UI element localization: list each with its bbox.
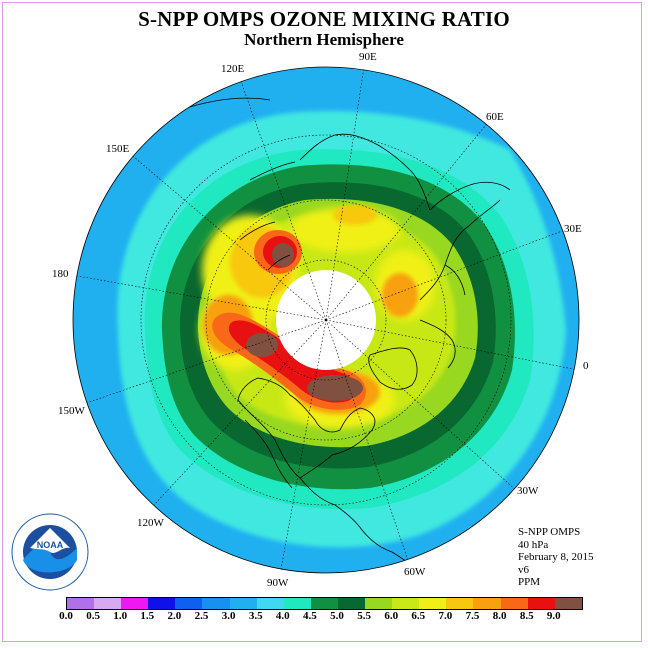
colorbar-segment — [175, 598, 203, 609]
colorbar-tick-label: 1.5 — [140, 610, 155, 622]
colorbar-segment — [365, 598, 393, 609]
colorbar-segment — [202, 598, 230, 609]
colorbar-tick-label: 6.0 — [384, 610, 399, 622]
lon-label-120w: 120W — [137, 517, 164, 529]
colorbar-segment — [473, 598, 501, 609]
colorbar-segment — [527, 598, 555, 609]
colorbar — [66, 597, 583, 610]
colorbar-tick-label: 2.5 — [194, 610, 209, 622]
colorbar-tick-label: 5.0 — [330, 610, 344, 622]
lon-label-120e: 120E — [221, 63, 245, 75]
colorbar-segment — [392, 598, 420, 609]
colorbar-segment — [121, 598, 149, 609]
colorbar-segment — [310, 598, 338, 609]
colorbar-segment — [67, 598, 95, 609]
image-frame — [2, 2, 642, 642]
colorbar-segment — [229, 598, 257, 609]
colorbar-tick-label: 8.0 — [492, 610, 507, 622]
lon-label-30w: 30W — [517, 485, 539, 497]
info-version: v6 — [518, 563, 529, 576]
colorbar-tick-label: 0.0 — [59, 610, 73, 622]
colorbar-tick-label: 6.5 — [411, 610, 426, 622]
lon-label-30e: 30E — [564, 223, 582, 235]
lon-label-180: 180 — [52, 268, 69, 280]
colorbar-segment — [419, 598, 447, 609]
lon-label-60w: 60W — [404, 566, 426, 578]
colorbar-tick-label: 0.5 — [86, 610, 100, 622]
colorbar-tick-label: 7.0 — [438, 610, 453, 622]
colorbar-tick-label: 1.0 — [113, 610, 128, 622]
colorbar-segment — [337, 598, 366, 609]
colorbar-segment — [500, 598, 528, 609]
info-instrument: S-NPP OMPS — [518, 526, 581, 538]
colorbar-segment — [283, 598, 311, 609]
map-subtitle: Northern Hemisphere — [244, 30, 404, 49]
colorbar-tick-label: 8.5 — [519, 610, 534, 622]
colorbar-segment — [94, 598, 122, 609]
noaa-logo-text: NOAA — [37, 540, 64, 550]
colorbar-tick-label: 7.5 — [465, 610, 480, 622]
colorbar-ticks: 0.0 0.5 1.0 1.5 2.0 2.5 3.0 3.5 4.0 4.5 5.0 5.5 6.0 6… — [0, 610, 648, 624]
info-block: S-NPP OMPS 40 hPa February 8, 2015 v6 PP… — [518, 526, 593, 589]
colorbar-segment — [554, 598, 582, 609]
lon-label-150e: 150E — [106, 143, 130, 155]
info-date: February 8, 2015 — [518, 551, 594, 563]
graticule — [73, 67, 579, 573]
noaa-logo-icon: NOAA — [11, 513, 89, 591]
colorbar-tick-label: 3.5 — [248, 610, 263, 622]
colorbar-tick-label: 9.0 — [546, 610, 561, 622]
map-title: S-NPP OMPS OZONE MIXING RATIO — [138, 7, 510, 31]
colorbar-tick-label: 5.5 — [357, 610, 371, 622]
colorbar-tick-label: 4.0 — [275, 610, 290, 622]
colorbar-segment — [256, 598, 284, 609]
colorbar-segment — [148, 598, 176, 609]
lon-label-60e: 60E — [486, 111, 504, 123]
info-units: PPM — [518, 576, 541, 588]
lon-label-150w: 150W — [58, 405, 85, 417]
lon-label-90w: 90W — [267, 577, 289, 589]
colorbar-tick-label: 3.0 — [221, 610, 236, 622]
colorbar-tick-label: 2.0 — [167, 610, 182, 622]
colorbar-tick-label: 4.5 — [303, 610, 317, 622]
lon-label-0: 0 — [583, 360, 589, 372]
lon-label-90e: 90E — [359, 51, 377, 63]
colorbar-segment — [446, 598, 474, 609]
info-level: 40 hPa — [518, 538, 549, 551]
